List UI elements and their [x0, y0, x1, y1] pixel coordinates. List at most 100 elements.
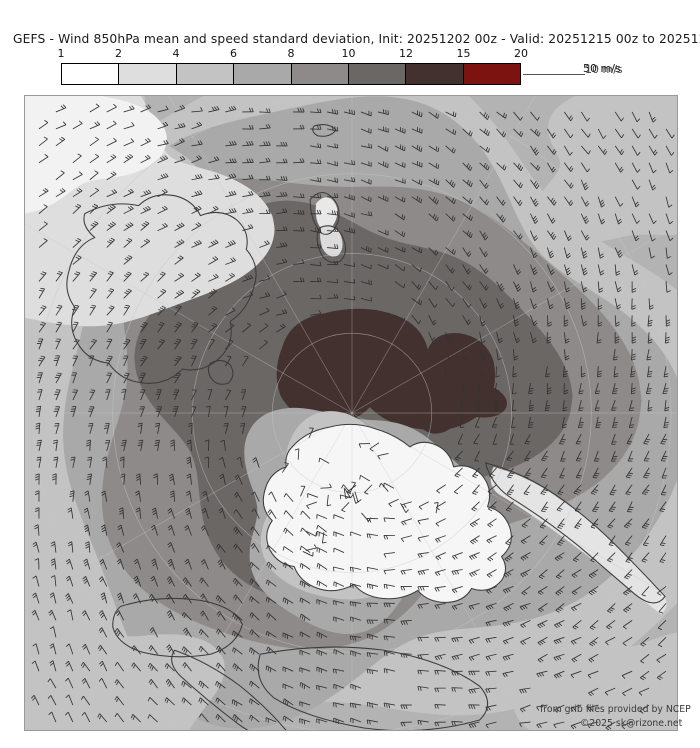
- wind-barb: [574, 518, 582, 529]
- wind-barb: [89, 153, 100, 164]
- wind-barb: [647, 366, 653, 378]
- wind-barb: [332, 566, 345, 572]
- wind-barb: [300, 527, 311, 536]
- wind-barb: [563, 298, 571, 310]
- wind-barb: [321, 532, 327, 544]
- wind-barb: [281, 462, 289, 473]
- wind-barb: [98, 576, 108, 587]
- wind-barb: [310, 309, 322, 316]
- wind-barb: [215, 681, 226, 689]
- coastline-island-north: [312, 124, 337, 137]
- wind-barb: [496, 349, 503, 361]
- wind-barb: [174, 305, 182, 316]
- wind-barb: [496, 128, 507, 138]
- wind-barb: [55, 338, 61, 350]
- wind-barb: [299, 718, 311, 725]
- wind-barb: [648, 128, 658, 139]
- wind-barb: [383, 618, 395, 624]
- wind-barb: [648, 213, 657, 224]
- wind-barb: [89, 203, 99, 214]
- wind-barb: [98, 678, 108, 689]
- wind-barb: [496, 111, 507, 119]
- map-canvas[interactable]: [24, 95, 678, 731]
- wind-barb: [595, 416, 602, 429]
- wind-barb: [282, 715, 294, 723]
- wind-barb: [570, 721, 582, 730]
- wind-barb: [310, 277, 322, 283]
- wind-barb: [360, 110, 372, 117]
- wind-barb: [512, 366, 518, 378]
- wind-barb: [445, 349, 453, 360]
- wind-barb: [344, 488, 354, 499]
- wind-barb: [513, 196, 523, 206]
- wind-barb: [157, 155, 168, 164]
- wind-barb: [502, 619, 514, 627]
- wind-barb: [546, 315, 552, 327]
- wind-barb: [305, 544, 317, 551]
- wind-barb: [333, 717, 345, 725]
- wind-barb: [563, 315, 569, 327]
- wind-barb: [234, 474, 243, 485]
- wind-barb: [428, 281, 439, 291]
- colorbar-tick-2: 2: [115, 47, 122, 60]
- wind-barb: [55, 136, 66, 147]
- wind-barb: [174, 155, 186, 164]
- wind-barb: [658, 603, 667, 614]
- wind-barb: [506, 450, 514, 462]
- wind-barb: [208, 256, 219, 265]
- wind-barb: [139, 389, 146, 401]
- wind-barb: [88, 423, 94, 435]
- wind-barb: [276, 258, 288, 265]
- wind-barb: [502, 670, 514, 678]
- wind-barb: [469, 569, 480, 577]
- wind-barb: [310, 227, 322, 234]
- wind-barb: [241, 355, 249, 367]
- wind-barb: [453, 484, 463, 495]
- wind-barb: [276, 242, 288, 248]
- wind-barb: [411, 298, 423, 306]
- wind-barb: [249, 612, 260, 621]
- wind-barb: [428, 111, 440, 119]
- wind-barb: [417, 720, 429, 725]
- wind-barb: [140, 238, 150, 248]
- wind-barb: [485, 670, 497, 676]
- wind-barb: [299, 580, 311, 588]
- wind-barb: [106, 321, 113, 333]
- wind-barb: [65, 677, 74, 689]
- coastline-australia: [66, 194, 257, 384]
- wind-barb: [400, 535, 412, 543]
- wind-barb: [34, 524, 40, 536]
- wind-barb: [528, 383, 534, 395]
- wind-barb: [462, 196, 473, 205]
- wind-barb: [327, 210, 339, 216]
- wind-barb: [114, 661, 125, 672]
- wind-barb: [487, 484, 497, 495]
- wind-barb: [536, 670, 548, 678]
- wind-barb: [316, 599, 328, 605]
- wind-barb: [310, 108, 322, 114]
- wind-barb: [590, 518, 599, 529]
- wind-barb: [225, 389, 232, 401]
- wind-barb: [665, 213, 674, 225]
- wind-barb: [580, 366, 586, 378]
- wind-barb: [308, 427, 314, 439]
- wind-barb: [521, 586, 531, 596]
- wind-barb: [82, 576, 91, 587]
- wind-barb: [451, 602, 463, 610]
- wind-barb: [411, 127, 423, 134]
- wind-barb: [445, 298, 456, 307]
- wind-barb: [641, 484, 650, 495]
- wind-barb: [623, 518, 633, 529]
- wind-barb: [276, 309, 288, 316]
- wind-barb: [104, 439, 111, 451]
- wind-barb: [349, 601, 362, 607]
- wind-barb: [199, 713, 209, 723]
- wind-barb: [100, 592, 108, 604]
- longitude-meridian-11: [351, 96, 536, 414]
- wind-barb: [147, 714, 158, 723]
- wind-barb: [496, 213, 506, 223]
- wind-barb: [300, 510, 311, 519]
- wind-barb: [232, 714, 243, 723]
- wind-barb: [572, 620, 582, 630]
- wind-barb: [580, 230, 590, 241]
